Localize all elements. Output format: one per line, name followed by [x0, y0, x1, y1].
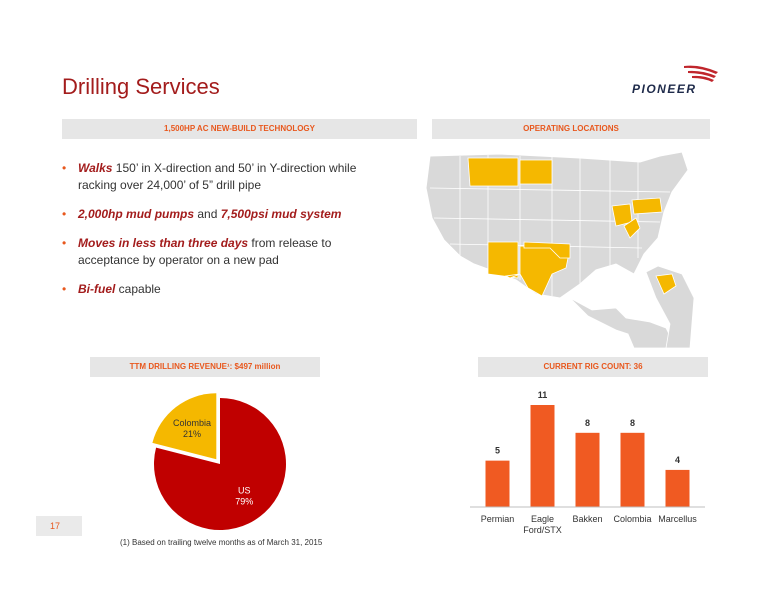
pennsylvania-state: [631, 197, 663, 215]
bar-value-label: 11: [538, 390, 548, 400]
footnote: (1) Based on trailing twelve months as o…: [120, 538, 323, 547]
bullet-icon: •: [62, 207, 67, 221]
colombia-highlight: [655, 273, 677, 295]
new-mexico-state: [487, 241, 519, 279]
north-dakota-state: [519, 159, 553, 185]
category-label: Bakken: [572, 514, 602, 524]
bullet-icon: •: [62, 236, 67, 250]
logo-text: PIONEER: [632, 82, 697, 96]
category-label: Marcellus: [658, 514, 697, 524]
bar: [575, 432, 600, 507]
category-label: Colombia: [613, 514, 651, 524]
pie-label: US: [238, 485, 251, 495]
category-label: Eagle: [531, 514, 554, 524]
south-america-north-shape: [645, 265, 695, 348]
header-locations: OPERATING LOCATIONS: [432, 119, 710, 139]
list-item: • Moves in less than three days from rel…: [62, 235, 382, 269]
bar-value-label: 5: [495, 446, 500, 456]
logo-mark-icon: [684, 65, 718, 82]
feature-list: • Walks 150’ in X-direction and 50’ in Y…: [62, 160, 382, 310]
list-item: • 2,000hp mud pumps and 7,500psi mud sys…: [62, 206, 382, 223]
header-revenue: TTM DRILLING REVENUE¹: $497 million: [90, 357, 320, 377]
list-item: • Bi-fuel capable: [62, 281, 382, 298]
bar: [530, 405, 555, 507]
operating-locations-map: [425, 151, 695, 348]
bullet-emphasis: 7,500psi mud system: [220, 207, 342, 221]
montana-state: [467, 157, 519, 187]
pie-slice-colombia: [152, 393, 217, 460]
header-rigcount: CURRENT RIG COUNT: 36: [478, 357, 708, 377]
bullet-emphasis: Bi-fuel: [78, 282, 116, 296]
bullet-text: from release to acceptance by operator o…: [78, 236, 332, 267]
header-tech: 1,500HP AC NEW-BUILD TECHNOLOGY: [62, 119, 417, 139]
bar-value-label: 4: [675, 455, 680, 465]
pie-value-label: 21%: [183, 429, 201, 439]
oklahoma-state: [523, 241, 571, 259]
bullet-icon: •: [62, 161, 67, 175]
list-item: • Walks 150’ in X-direction and 50’ in Y…: [62, 160, 382, 194]
south-america-shape: [569, 297, 677, 348]
bar: [485, 460, 510, 507]
bar: [665, 469, 690, 507]
bullet-icon: •: [62, 282, 67, 296]
pioneer-logo: PIONEER: [632, 62, 722, 102]
pie-slice-us: [154, 398, 286, 530]
page-number: 17: [36, 516, 82, 536]
pie-label: Colombia: [173, 418, 211, 428]
page-title: Drilling Services: [62, 74, 220, 99]
bullet-text: and: [194, 207, 221, 221]
pie-value-label: 79%: [235, 496, 253, 506]
category-label: Permian: [481, 514, 515, 524]
bar-value-label: 8: [585, 418, 590, 428]
bullet-text: capable: [115, 282, 161, 296]
bar: [620, 432, 645, 507]
bullet-emphasis: Moves in less than three days: [78, 236, 249, 250]
bar-value-label: 8: [630, 418, 635, 428]
category-label: Ford/STX: [523, 525, 562, 535]
bullet-text: 150’ in X-direction and 50’ in Y-directi…: [78, 161, 357, 192]
bullet-emphasis: Walks: [78, 161, 113, 175]
west-virginia-state: [623, 217, 641, 239]
bullet-emphasis: 2,000hp mud pumps: [78, 207, 195, 221]
